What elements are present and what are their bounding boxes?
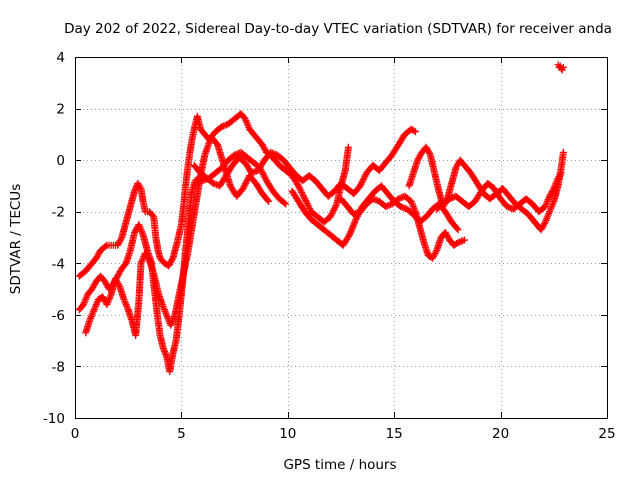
data-point-track-d-144 bbox=[356, 182, 364, 190]
data-point-track-a-321 bbox=[302, 196, 310, 204]
y-tick-label: -8 bbox=[52, 359, 65, 375]
data-point-track-g-29 bbox=[426, 149, 434, 157]
data-points bbox=[75, 61, 567, 376]
data-point-track-a-349 bbox=[331, 203, 339, 211]
data-point-track-a-350 bbox=[332, 202, 340, 210]
y-tick-label: -4 bbox=[52, 256, 65, 272]
data-point-track-d-196 bbox=[410, 127, 418, 135]
data-point-track-a-343 bbox=[326, 213, 334, 221]
data-point-track-a-24 bbox=[102, 242, 110, 250]
data-point-track-a-324 bbox=[304, 201, 312, 209]
data-point-track-a-318 bbox=[299, 192, 307, 200]
data-point-track-a-346 bbox=[329, 208, 337, 216]
data-point-track-c-336 bbox=[239, 185, 247, 193]
data-point-track-h-110 bbox=[557, 169, 565, 177]
data-point-track-e-154 bbox=[454, 226, 462, 234]
data-point-track-a-314 bbox=[296, 185, 304, 193]
x-tick-label: 0 bbox=[71, 426, 80, 442]
data-point-track-a-316 bbox=[298, 188, 306, 196]
data-point-track-c-339 bbox=[242, 180, 250, 188]
data-point-track-g-169 bbox=[540, 220, 548, 228]
y-axis-label: SDTVAR / TECUs bbox=[8, 184, 24, 294]
data-point-track-a-322 bbox=[302, 198, 310, 206]
data-point-track-e-51 bbox=[345, 232, 353, 240]
y-tick-label: -2 bbox=[52, 205, 65, 221]
data-point-track-a-326 bbox=[306, 204, 314, 212]
x-tick-label: 10 bbox=[279, 426, 296, 442]
data-point-track-a-92 bbox=[149, 212, 157, 220]
data-point-track-h-100 bbox=[549, 186, 557, 194]
data-point-track-d-146 bbox=[358, 179, 366, 187]
y-tick-label: -6 bbox=[52, 308, 65, 324]
y-axis-tick-labels: -10 -8 -6 -4 -2 0 2 4 bbox=[43, 50, 65, 427]
data-point-track-d-147 bbox=[359, 177, 367, 185]
data-point-track-i-5 bbox=[559, 63, 567, 71]
x-tick-label: 20 bbox=[492, 426, 509, 442]
data-point-track-f-119 bbox=[453, 240, 461, 248]
data-point-track-a-386 bbox=[344, 143, 352, 151]
data-point-track-c-48 bbox=[115, 281, 123, 289]
data-point-track-a-129 bbox=[168, 256, 176, 264]
data-point-track-b-356 bbox=[282, 200, 290, 208]
data-point-track-a-347 bbox=[330, 206, 338, 214]
x-tick-label: 15 bbox=[386, 426, 403, 442]
data-point-track-b-333 bbox=[259, 169, 267, 177]
data-point-track-d-149 bbox=[360, 174, 368, 182]
data-point-track-a-344 bbox=[327, 211, 335, 219]
data-point-track-b-355 bbox=[280, 199, 288, 207]
data-point-track-c-134 bbox=[145, 255, 153, 263]
y-tick-label: 0 bbox=[56, 153, 65, 169]
data-point-track-a-323 bbox=[303, 200, 311, 208]
data-point-track-e-153 bbox=[453, 224, 461, 232]
data-point-track-b-334 bbox=[259, 170, 267, 178]
data-point-track-a-345 bbox=[328, 210, 336, 218]
data-point-track-a-325 bbox=[305, 203, 313, 211]
data-point-track-c-338 bbox=[241, 181, 249, 189]
data-point-track-c-363 bbox=[265, 197, 273, 205]
data-point-track-d-197 bbox=[411, 128, 419, 136]
data-point-track-a-313 bbox=[295, 184, 303, 192]
data-point-track-a-348 bbox=[330, 205, 338, 213]
data-point-track-c-341 bbox=[243, 176, 251, 184]
data-point-track-c-340 bbox=[242, 178, 250, 186]
data-point-track-a-320 bbox=[301, 195, 309, 203]
data-point-track-a-317 bbox=[298, 190, 306, 198]
x-axis-label: GPS time / hours bbox=[283, 457, 396, 473]
data-point-track-a-319 bbox=[300, 193, 308, 201]
data-point-track-a-315 bbox=[297, 187, 305, 195]
data-point-track-d-148 bbox=[359, 175, 367, 183]
data-point-track-f-124 bbox=[460, 236, 468, 244]
chart-title: Day 202 of 2022, Sidereal Day-to-day VTE… bbox=[64, 21, 612, 37]
data-point-track-b-336 bbox=[261, 174, 269, 182]
data-point-track-c-337 bbox=[240, 183, 248, 191]
data-point-track-c-362 bbox=[264, 196, 272, 204]
plot-frame bbox=[75, 57, 608, 419]
data-point-track-a-34 bbox=[117, 235, 125, 243]
data-point-track-a-312 bbox=[294, 182, 302, 190]
data-point-track-b-335 bbox=[260, 172, 268, 180]
data-point-track-d-145 bbox=[357, 180, 365, 188]
x-tick-label: 25 bbox=[598, 426, 615, 442]
y-tick-label: 2 bbox=[56, 102, 65, 118]
data-point-track-g-212 bbox=[559, 148, 567, 156]
y-tick-label: -10 bbox=[43, 411, 65, 427]
y-tick-label: 4 bbox=[56, 50, 65, 66]
x-tick-label: 5 bbox=[177, 426, 186, 442]
data-point-track-d-150 bbox=[361, 172, 369, 180]
x-axis-tick-labels: 0 5 10 15 20 25 bbox=[71, 426, 616, 442]
data-point-track-f-95 bbox=[432, 248, 440, 256]
